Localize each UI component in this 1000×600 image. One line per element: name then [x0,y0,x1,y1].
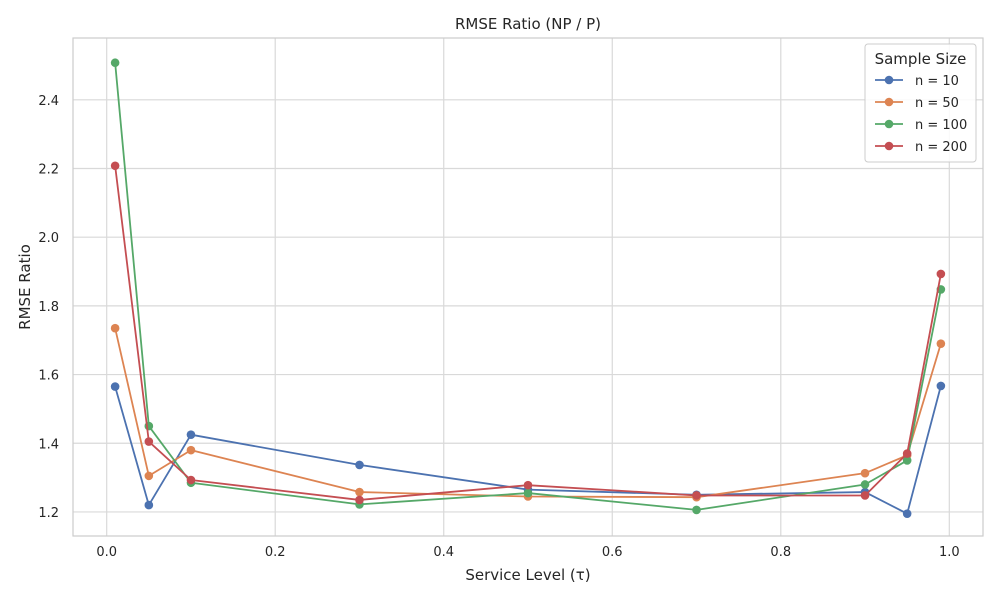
data-point [692,505,701,515]
data-point [144,471,154,481]
legend-swatch-marker [884,119,894,129]
y-tick-label: 1.8 [38,300,59,315]
legend-title: Sample Size [875,50,967,68]
data-point [902,449,912,458]
data-point [936,339,946,348]
y-tick-label: 2.0 [38,231,59,246]
series-3 [110,58,946,515]
x-axis-ticks: 0.0 0.2 0.4 0.6 0.8 1.0 [96,545,959,560]
legend-swatch-marker [884,97,894,107]
x-tick-label: 0.8 [770,545,791,560]
legend-items: n = 10 n = 50 n = 100 n = 200 [875,74,967,155]
data-point [144,500,154,510]
data-point [110,58,120,68]
plot-frame [72,37,984,537]
x-tick-label: 0.4 [433,545,454,560]
y-axis-title: RMSE Ratio [16,244,34,330]
chart-title: RMSE Ratio (NP / P) [455,15,601,33]
y-axis-ticks: 1.2 1.4 1.6 1.8 2.0 2.2 2.4 [38,94,59,521]
y-tick-label: 2.2 [38,163,59,178]
x-tick-label: 0.6 [602,545,623,560]
legend-label: n = 50 [915,96,959,111]
y-tick-label: 1.6 [38,369,59,384]
series-line [114,328,942,499]
data-point [936,269,946,279]
legend-item: n = 100 [875,118,967,133]
data-point [860,491,870,500]
data-point [902,456,912,465]
y-tick-label: 1.4 [38,437,59,452]
data-point [936,381,946,391]
legend: Sample Size n = 10 n = 50 n = 100 n = 200 [864,43,977,163]
x-tick-label: 0.0 [96,545,117,560]
y-tick-label: 1.2 [38,506,59,521]
data-point [186,430,196,439]
data-point [523,488,533,498]
y-tick-label: 2.4 [38,94,59,109]
x-axis-title: Service Level (τ) [465,566,590,584]
legend-item: n = 200 [875,140,967,155]
data-point [144,437,154,446]
data-point [110,323,120,333]
data-point [110,161,120,171]
x-tick-label: 0.2 [265,545,286,560]
legend-label: n = 100 [915,118,967,133]
data-point [355,487,364,497]
legend-swatch-marker [884,75,894,85]
legend-item: n = 10 [875,74,959,89]
data-point [902,509,912,518]
legend-item: n = 50 [875,96,959,111]
data-point [860,468,870,478]
data-point [523,480,533,490]
series-2 [110,323,946,502]
data-point [860,480,870,489]
data-point [186,445,196,455]
grid [73,38,983,536]
legend-label: n = 10 [915,74,959,89]
data-point [355,460,364,470]
legend-label: n = 200 [915,140,967,155]
data-point [355,495,364,505]
series-layer [110,58,946,518]
data-point [186,475,196,485]
series-4 [110,161,946,505]
data-point [110,382,120,391]
legend-swatch-marker [884,141,894,151]
series-line [114,165,942,501]
legend-box [864,43,977,163]
data-point [692,491,701,500]
x-tick-label: 1.0 [939,545,960,560]
